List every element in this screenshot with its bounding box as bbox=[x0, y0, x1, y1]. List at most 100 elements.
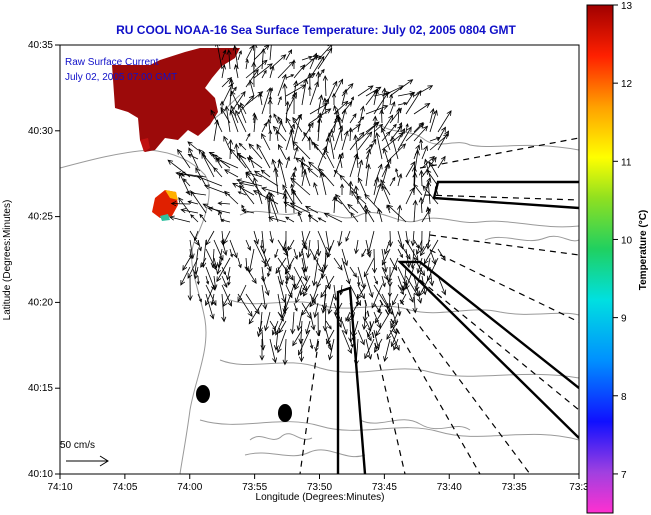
current-vector bbox=[221, 284, 233, 307]
current-vector bbox=[224, 105, 231, 133]
current-vector bbox=[339, 174, 359, 196]
current-vector bbox=[313, 142, 327, 160]
current-vector bbox=[205, 293, 215, 320]
current-vector bbox=[381, 266, 389, 281]
current-vector bbox=[313, 248, 319, 261]
current-vector bbox=[365, 163, 371, 187]
current-vector bbox=[380, 179, 391, 196]
current-vector bbox=[354, 239, 359, 255]
current-vector bbox=[389, 143, 407, 160]
current-vector bbox=[421, 208, 431, 223]
plot-area: Raw Surface Current July 02, 2005 07:00 … bbox=[59, 44, 580, 475]
current-vector bbox=[287, 239, 295, 251]
current-vector bbox=[301, 302, 311, 316]
current-vector bbox=[341, 320, 348, 335]
current-vector bbox=[330, 128, 335, 142]
current-vector bbox=[397, 284, 404, 295]
current-vector bbox=[302, 284, 311, 297]
x-tick-label: 74:00 bbox=[177, 482, 202, 493]
current-vector bbox=[293, 248, 298, 260]
current-vector bbox=[437, 130, 449, 151]
colorbar-tick-label: 7 bbox=[621, 470, 627, 481]
current-vector bbox=[381, 248, 388, 273]
current-vector bbox=[245, 239, 251, 251]
current-vector bbox=[299, 338, 305, 363]
colorbar-tick-label: 9 bbox=[621, 314, 627, 325]
current-vector bbox=[357, 85, 374, 97]
current-vector bbox=[237, 284, 247, 303]
current-vector bbox=[377, 207, 383, 223]
current-vector bbox=[412, 293, 418, 314]
current-vector bbox=[277, 293, 285, 319]
current-vector bbox=[326, 239, 335, 259]
current-vector bbox=[381, 114, 394, 133]
current-vector bbox=[237, 50, 242, 61]
current-vector bbox=[273, 113, 279, 124]
current-vector bbox=[224, 169, 239, 178]
current-vector bbox=[341, 257, 351, 285]
y-tick-label: 40:10 bbox=[28, 469, 53, 480]
current-vector bbox=[291, 189, 297, 214]
current-vector bbox=[277, 116, 287, 133]
current-vector bbox=[324, 149, 335, 169]
upper-river-patch bbox=[112, 48, 240, 152]
current-vector bbox=[291, 172, 296, 187]
current-vector bbox=[290, 311, 296, 335]
current-vector bbox=[260, 329, 266, 351]
current-vector bbox=[245, 59, 268, 79]
current-vector bbox=[239, 184, 255, 205]
current-vector bbox=[198, 148, 215, 169]
current-vector bbox=[405, 123, 425, 142]
current-vector bbox=[294, 284, 303, 304]
current-vector bbox=[357, 159, 364, 178]
current-vector bbox=[237, 293, 253, 317]
current-vector bbox=[374, 338, 383, 353]
current-vector bbox=[345, 230, 351, 242]
current-vector bbox=[309, 55, 325, 79]
current-vector bbox=[349, 131, 365, 151]
colorbar: 13 12 11 10 9 8 7 Temperature (°C) bbox=[586, 1, 649, 514]
current-vector bbox=[373, 163, 383, 187]
current-vector bbox=[269, 45, 272, 61]
current-vector bbox=[372, 115, 378, 142]
current-vector bbox=[285, 155, 291, 169]
current-vector bbox=[356, 284, 367, 300]
current-vector bbox=[412, 171, 418, 196]
current-vector bbox=[215, 157, 239, 169]
current-vector bbox=[405, 239, 419, 262]
current-vector bbox=[420, 239, 431, 257]
y-tick-label: 40:30 bbox=[28, 126, 53, 137]
current-vector bbox=[273, 166, 279, 196]
current-vector bbox=[168, 215, 191, 223]
current-vector bbox=[260, 48, 266, 70]
y-tick-label: 40:15 bbox=[28, 383, 53, 394]
current-vector bbox=[365, 338, 373, 360]
current-vector bbox=[413, 275, 423, 304]
current-vector bbox=[268, 129, 273, 142]
current-vector bbox=[208, 151, 223, 160]
current-vector bbox=[201, 152, 215, 178]
x-tick-label: 73:35 bbox=[502, 482, 527, 493]
current-vector bbox=[282, 82, 288, 106]
current-vector bbox=[327, 293, 335, 315]
current-vector bbox=[437, 126, 446, 142]
current-vector bbox=[396, 107, 402, 124]
current-vector bbox=[188, 147, 199, 169]
current-vector bbox=[375, 132, 383, 160]
current-vector bbox=[381, 248, 391, 266]
current-vector bbox=[182, 257, 191, 271]
current-vector bbox=[305, 239, 311, 259]
current-vector bbox=[309, 80, 319, 106]
y-tick-label: 40:35 bbox=[28, 40, 53, 51]
current-vector bbox=[235, 109, 247, 133]
x-tick-label: 74:05 bbox=[112, 482, 137, 493]
current-vector bbox=[357, 329, 365, 346]
current-vector bbox=[215, 45, 223, 70]
current-vector bbox=[268, 196, 279, 223]
current-vector bbox=[289, 128, 295, 151]
current-vector bbox=[357, 284, 365, 300]
current-vector bbox=[313, 181, 319, 196]
current-vector bbox=[371, 248, 378, 274]
current-vector bbox=[266, 118, 272, 133]
